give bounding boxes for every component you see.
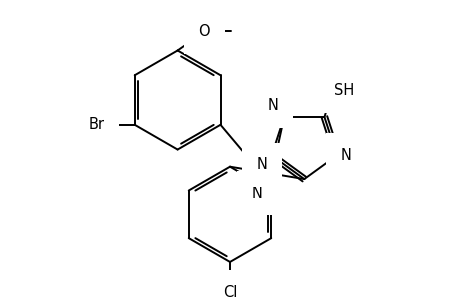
Text: N: N — [257, 157, 267, 172]
Text: O: O — [198, 24, 210, 39]
Text: Cl: Cl — [222, 285, 237, 300]
Text: SH: SH — [333, 83, 353, 98]
Text: Br: Br — [88, 117, 104, 132]
Text: N: N — [267, 98, 278, 113]
Text: N: N — [251, 186, 262, 201]
Text: N: N — [340, 148, 351, 163]
